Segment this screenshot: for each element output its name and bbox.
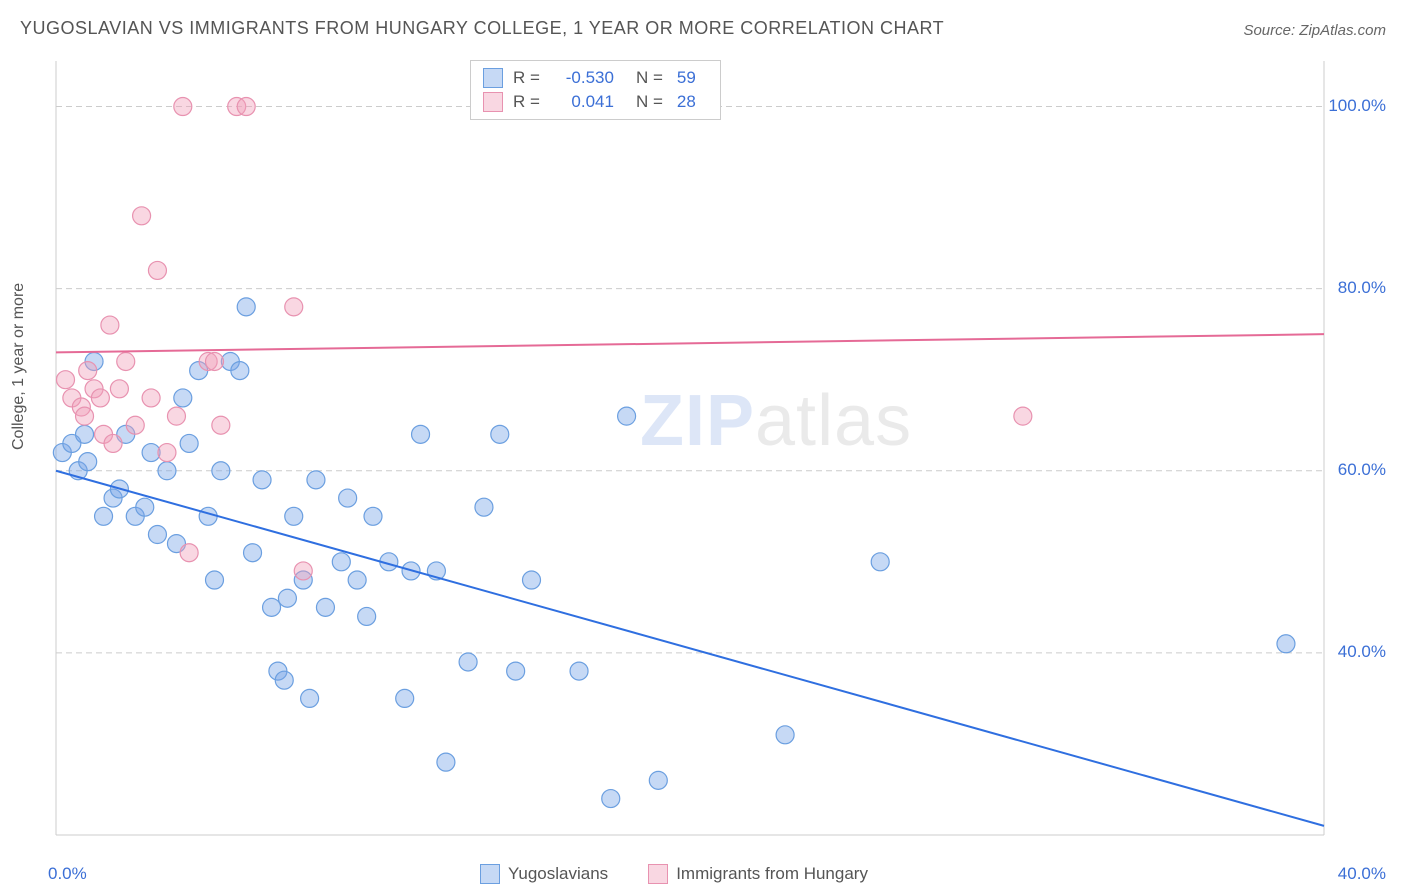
stat-n-value: 28 bbox=[677, 92, 696, 112]
stat-legend-row-0: R = -0.530 N = 59 bbox=[483, 66, 708, 90]
legend-item-1: Immigrants from Hungary bbox=[648, 864, 868, 884]
y-tick-1: 60.0% bbox=[1338, 460, 1386, 480]
stat-r-label: R = bbox=[513, 68, 540, 88]
stat-n-label: N = bbox=[636, 68, 663, 88]
stat-r-value: -0.530 bbox=[554, 68, 614, 88]
stat-r-value: 0.041 bbox=[554, 92, 614, 112]
y-axis-label: College, 1 year or more bbox=[10, 283, 28, 450]
y-tick-2: 80.0% bbox=[1338, 278, 1386, 298]
correlation-stats-legend: R = -0.530 N = 59 R = 0.041 N = 28 bbox=[470, 60, 721, 120]
x-tick-0: 0.0% bbox=[48, 864, 87, 884]
legend-label: Yugoslavians bbox=[508, 864, 608, 884]
stat-n-value: 59 bbox=[677, 68, 696, 88]
stat-n-label: N = bbox=[636, 92, 663, 112]
series-legend: Yugoslavians Immigrants from Hungary bbox=[480, 864, 868, 884]
stat-legend-row-1: R = 0.041 N = 28 bbox=[483, 90, 708, 114]
x-tick-1: 40.0% bbox=[1338, 864, 1386, 884]
swatch-icon bbox=[480, 864, 500, 884]
chart-title: YUGOSLAVIAN VS IMMIGRANTS FROM HUNGARY C… bbox=[20, 18, 944, 39]
legend-label: Immigrants from Hungary bbox=[676, 864, 868, 884]
y-tick-3: 100.0% bbox=[1328, 96, 1386, 116]
swatch-icon bbox=[483, 92, 503, 112]
legend-item-0: Yugoslavians bbox=[480, 864, 608, 884]
y-tick-0: 40.0% bbox=[1338, 642, 1386, 662]
stat-r-label: R = bbox=[513, 92, 540, 112]
swatch-icon bbox=[483, 68, 503, 88]
swatch-icon bbox=[648, 864, 668, 884]
source-attribution: Source: ZipAtlas.com bbox=[1243, 22, 1386, 39]
scatter-chart bbox=[48, 55, 1338, 843]
